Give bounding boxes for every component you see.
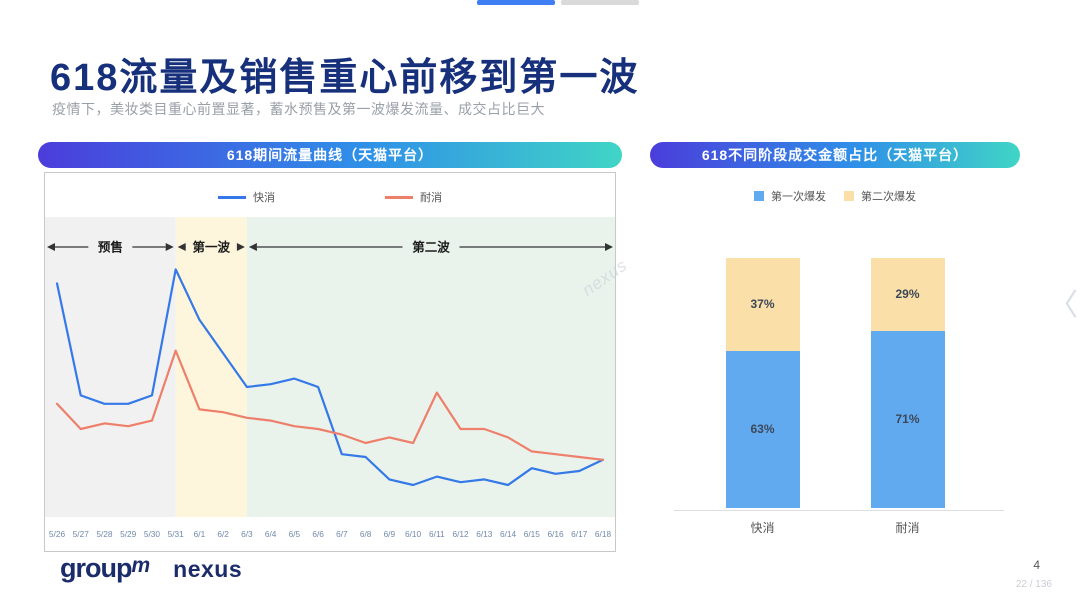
- groupm-logo: groupm: [60, 553, 150, 584]
- legend-label: 第一次爆发: [771, 191, 826, 203]
- legend-label: 第二次爆发: [861, 191, 916, 203]
- progress-segment-next[interactable]: [561, 0, 639, 5]
- x-axis-label: 6/1: [194, 529, 206, 539]
- x-axis-label: 6/2: [217, 529, 229, 539]
- arrow-left-icon: [177, 243, 186, 251]
- legend-item[interactable]: 耐消: [385, 189, 442, 205]
- x-axis-label: 5/29: [120, 529, 137, 539]
- slide-progress-bar: [477, 0, 639, 5]
- x-axis-label: 6/6: [312, 529, 324, 539]
- x-axis-label: 6/5: [289, 529, 301, 539]
- x-axis-label: 6/3: [241, 529, 253, 539]
- bar-segment: 71%: [870, 330, 945, 508]
- arrow-left-icon: [248, 243, 257, 251]
- x-axis-label: 6/7: [336, 529, 348, 539]
- bar-chart-legend: 第一次爆发 第二次爆发: [650, 188, 1020, 204]
- x-axis-label: 6/4: [265, 529, 277, 539]
- x-axis-label: 6/12: [452, 529, 469, 539]
- legend-line-swatch: [385, 195, 413, 199]
- region-label: 第一波: [193, 240, 231, 255]
- legend-label: 耐消: [420, 192, 442, 204]
- line-chart-canvas: 预售 第一波 第二波 5/26 5/27 5/28 5/29 5/30 5/31 6/1 6/2 6/…: [45, 217, 615, 539]
- arrow-left-icon: [47, 243, 55, 251]
- slide-title: 618流量及销售重心前移到第一波: [50, 57, 640, 99]
- nexus-logo: nexus: [173, 556, 243, 582]
- region-band: [246, 217, 615, 517]
- legend-square-swatch: [754, 191, 764, 201]
- legend-label: 快消: [253, 192, 275, 204]
- bar-category-label: 快消: [750, 521, 775, 535]
- bar-chart-baseline: [674, 510, 1004, 511]
- arrow-right-icon: [165, 243, 174, 251]
- bar-segment: 29%: [870, 258, 945, 331]
- x-axis-label: 5/27: [73, 529, 90, 539]
- groupm-logo-m: m: [131, 554, 150, 577]
- x-axis-label: 6/8: [360, 529, 372, 539]
- legend-item[interactable]: 快消: [218, 189, 275, 205]
- region-band: [45, 217, 176, 517]
- legend-item[interactable]: 第一次爆发: [754, 188, 826, 204]
- progress-segment-current[interactable]: [477, 0, 555, 5]
- footer-logos: groupm nexus: [60, 553, 242, 584]
- x-axis-label: 6/13: [476, 529, 493, 539]
- series-line: [55, 268, 605, 487]
- x-axis-label: 6/15: [524, 529, 541, 539]
- bar-segment: 63%: [725, 350, 800, 508]
- x-axis-label: 6/18: [595, 529, 612, 539]
- right-chart-header: 618不同阶段成交金额占比（天猫平台）: [650, 142, 1020, 168]
- arrow-right-icon: [605, 243, 613, 251]
- x-axis-label: 5/30: [144, 529, 161, 539]
- x-axis-label: 6/17: [571, 529, 588, 539]
- groupm-logo-text: group: [60, 553, 132, 583]
- x-axis-label: 5/31: [168, 529, 185, 539]
- x-axis-label: 6/9: [384, 529, 396, 539]
- x-axis-label: 6/11: [429, 529, 445, 539]
- legend-square-swatch: [844, 191, 854, 201]
- x-axis-label: 6/16: [547, 529, 564, 539]
- page-indicator: 22 / 136: [1015, 579, 1052, 590]
- bars-area: 37% 63% 29% 71%: [690, 258, 980, 508]
- x-axis-label: 6/14: [500, 529, 517, 539]
- region-label: 预售: [98, 240, 123, 255]
- line-chart-legend: 快消 耐消: [45, 189, 615, 205]
- chevron-left-icon[interactable]: 〈: [1048, 289, 1078, 322]
- line-chart: 快消 耐消 预售 第一波 第二波 5/26 5/27 5/28 5/29 5/30 5/31 6/1…: [44, 172, 616, 552]
- bar-category-label: 耐消: [895, 521, 920, 535]
- page-number: 4: [1033, 558, 1040, 572]
- legend-item[interactable]: 第二次爆发: [844, 188, 916, 204]
- slide-subtitle: 疫情下，美妆类目重心前置显著，蓄水预售及第一波爆发流量、成交占比巨大: [52, 101, 545, 117]
- stacked-bar[interactable]: 37% 63%: [725, 258, 800, 508]
- arrow-right-icon: [236, 243, 245, 251]
- region-label: 第二波: [412, 240, 450, 255]
- stacked-bar-chart: 第一次爆发 第二次爆发 37% 63% 29% 71% 快消 耐消: [650, 172, 1020, 552]
- bar-segment: 37%: [725, 258, 800, 351]
- left-chart-header: 618期间流量曲线（天猫平台）: [38, 142, 622, 168]
- series-line: [55, 349, 605, 461]
- x-axis-label: 6/10: [405, 529, 422, 539]
- legend-line-swatch: [218, 195, 246, 199]
- region-band: [175, 217, 247, 517]
- bar-categories: 快消 耐消: [690, 519, 980, 536]
- x-axis-label: 5/26: [49, 529, 66, 539]
- stacked-bar[interactable]: 29% 71%: [870, 258, 945, 508]
- x-axis-label: 5/28: [96, 529, 113, 539]
